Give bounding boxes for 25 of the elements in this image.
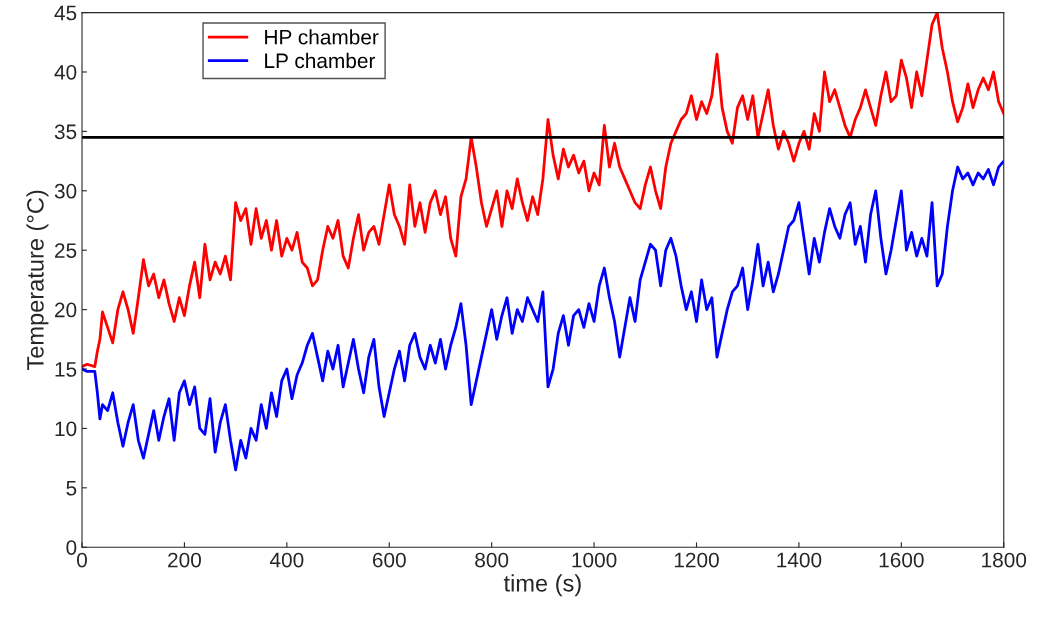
- x-tick-label: 1000: [572, 552, 617, 568]
- x-tick-label: 1200: [674, 552, 719, 568]
- legend-label: HP chamber: [265, 29, 379, 45]
- y-tick-label: 35: [54, 124, 77, 140]
- y-tick-label: 40: [54, 64, 77, 80]
- x-tick-label: 1600: [879, 552, 924, 568]
- x-tick-label: 1800: [982, 552, 1027, 568]
- y-axis-title: Temperature (°C): [26, 190, 49, 371]
- x-axis-title: time (s): [503, 574, 581, 597]
- x-tick-label: 1400: [777, 552, 822, 568]
- x-tick-label: 400: [269, 552, 304, 568]
- y-tick-label: 10: [55, 421, 77, 437]
- y-tick-label: 15: [55, 362, 77, 377]
- y-tick-label: 30: [54, 183, 77, 199]
- y-tick-label: 0: [66, 540, 77, 555]
- line-series: [82, 159, 1004, 472]
- x-tick-label: 600: [372, 552, 406, 568]
- y-tick-label: 20: [55, 302, 77, 318]
- y-tick-label: 25: [55, 243, 77, 258]
- y-tick-label: 45: [54, 5, 77, 21]
- y-tick-label: 5: [66, 481, 77, 496]
- legend-label: LP chamber: [265, 52, 376, 69]
- x-tick-label: 0: [77, 552, 87, 568]
- x-tick-label: 800: [475, 552, 509, 568]
- x-tick-label: 200: [168, 552, 201, 568]
